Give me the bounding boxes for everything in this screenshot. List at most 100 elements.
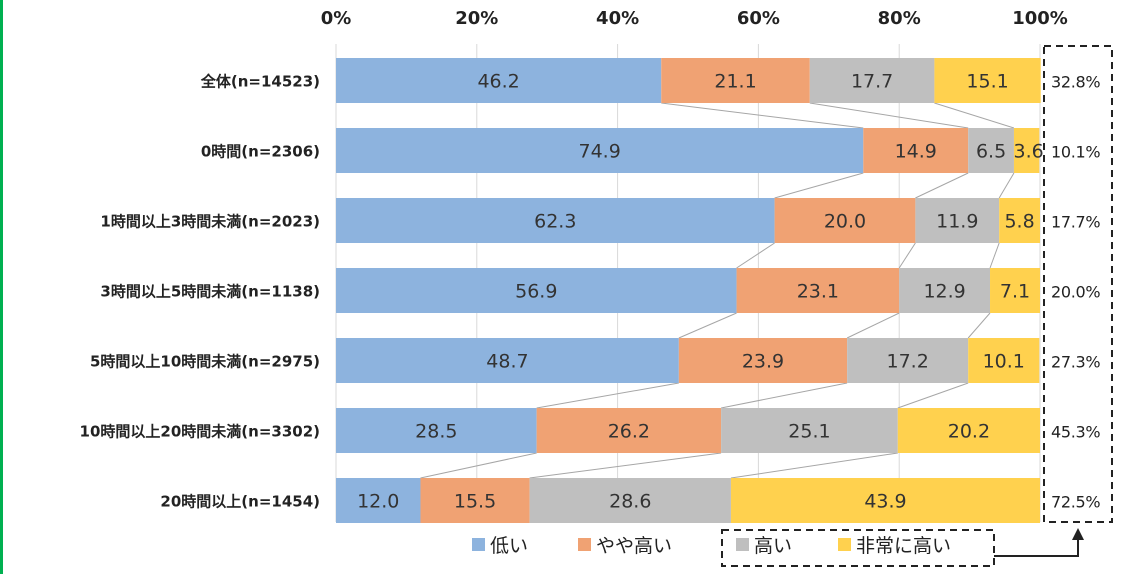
total-label: 72.5%: [1051, 493, 1100, 512]
series-connector-line: [678, 312, 737, 339]
data-label: 12.0: [357, 491, 399, 513]
x-tick-label: 0%: [321, 8, 352, 29]
data-label: 48.7: [486, 351, 528, 373]
legend-swatch: [472, 538, 485, 551]
series-connector-line: [661, 102, 864, 129]
data-label: 21.1: [714, 71, 756, 93]
bar-segment: [336, 338, 679, 383]
data-label: 7.1: [1000, 281, 1030, 303]
bar-segment: [990, 268, 1040, 313]
data-label: 10.1: [983, 351, 1025, 373]
series-connector-line: [536, 382, 679, 409]
total-label: 20.0%: [1051, 283, 1100, 302]
bar-segment: [336, 128, 864, 173]
left-accent-line: [0, 0, 3, 574]
total-label: 45.3%: [1051, 423, 1100, 442]
legend-label: 高い: [754, 535, 792, 557]
series-connector-line: [989, 242, 1000, 269]
data-label: 3.6: [1014, 141, 1044, 163]
data-label: 62.3: [534, 211, 576, 233]
data-label: 15.1: [966, 71, 1008, 93]
bar-segment: [336, 408, 537, 453]
series-connector-line: [736, 242, 775, 269]
data-label: 20.0: [824, 211, 866, 233]
series-connector-line: [998, 172, 1015, 199]
bar-segment: [336, 268, 737, 313]
category-label: 3時間以上5時間未満(n=1138): [100, 283, 320, 301]
data-label: 15.5: [454, 491, 496, 513]
data-label: 74.9: [578, 141, 620, 163]
bar-segment: [721, 408, 898, 453]
data-label: 26.2: [608, 421, 650, 443]
legend-swatch: [736, 538, 749, 551]
legend-label: 低い: [490, 535, 528, 557]
bar-segment: [968, 338, 1040, 383]
bar-segment: [934, 58, 1041, 103]
bar-segment: [809, 58, 935, 103]
x-tick-label: 80%: [878, 8, 921, 29]
bar-segment: [661, 58, 810, 103]
series-connector-line: [809, 102, 969, 129]
data-label: 56.9: [515, 281, 557, 303]
total-label: 32.8%: [1051, 73, 1100, 92]
totals-dashed-box: [1043, 45, 1113, 523]
series-connector-line: [420, 452, 537, 479]
bar-segment: [336, 478, 421, 523]
data-label: 46.2: [477, 71, 519, 93]
legend-label: 非常に高い: [856, 535, 951, 557]
bar-segment: [915, 198, 1000, 243]
series-connector-line: [967, 312, 991, 339]
bar-segment: [678, 338, 848, 383]
category-label: 1時間以上3時間未満(n=2023): [100, 213, 320, 231]
bar-segment: [897, 408, 1040, 453]
data-label: 25.1: [788, 421, 830, 443]
bar-segment: [536, 408, 722, 453]
series-connector-line: [529, 452, 722, 479]
bar-segment: [847, 338, 969, 383]
data-label: 20.2: [948, 421, 990, 443]
x-tick-label: 100%: [1012, 8, 1068, 29]
data-label: 43.9: [864, 491, 906, 513]
bar-segment: [529, 478, 731, 523]
total-label: 17.7%: [1051, 213, 1100, 232]
category-label: 10時間以上20時間未満(n=3302): [80, 423, 320, 441]
data-label: 28.6: [609, 491, 651, 513]
bar-segment: [420, 478, 530, 523]
bar-segment: [1013, 128, 1040, 173]
category-label: 20時間以上(n=1454): [160, 493, 320, 511]
callout-arrow-line: [994, 538, 1079, 557]
bar-segment: [336, 198, 775, 243]
category-label: 5時間以上10時間未満(n=2975): [90, 353, 320, 371]
x-tick-label: 40%: [596, 8, 639, 29]
data-label: 17.2: [886, 351, 928, 373]
series-connector-line: [898, 242, 916, 269]
series-connector-line: [720, 382, 848, 409]
data-label: 14.9: [895, 141, 937, 163]
data-label: 5.8: [1004, 211, 1034, 233]
bar-segment: [863, 128, 969, 173]
bar-segment: [736, 268, 900, 313]
series-connector-line: [846, 312, 900, 339]
bar-segment: [968, 128, 1014, 173]
total-label: 10.1%: [1051, 143, 1100, 162]
total-label: 27.3%: [1051, 353, 1100, 372]
bar-segment: [999, 198, 1040, 243]
data-label: 11.9: [936, 211, 978, 233]
data-label: 23.9: [742, 351, 784, 373]
data-label: 23.1: [797, 281, 839, 303]
data-label: 12.9: [923, 281, 965, 303]
legend-swatch: [578, 538, 591, 551]
data-label: 28.5: [415, 421, 457, 443]
legend-dashed-box: [721, 529, 995, 567]
bar-segment: [336, 58, 662, 103]
series-connector-line: [730, 452, 898, 479]
legend-label: やや高い: [596, 535, 672, 557]
data-label: 6.5: [976, 141, 1006, 163]
category-label: 全体(n=14523): [200, 73, 320, 91]
callout-arrow-head: [1072, 528, 1084, 540]
series-connector-line: [915, 172, 969, 199]
bar-segment: [730, 478, 1040, 523]
data-label: 17.7: [851, 71, 893, 93]
x-tick-label: 20%: [455, 8, 498, 29]
